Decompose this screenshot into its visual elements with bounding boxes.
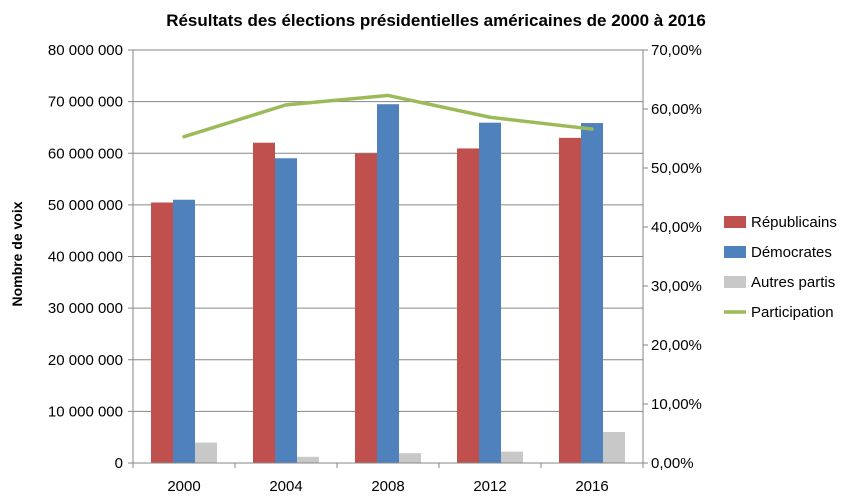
bar-démocrates-2016 <box>581 123 603 463</box>
y2-tick-label: 20,00% <box>651 337 702 354</box>
legend-swatch <box>724 216 746 228</box>
x-tick-label: 2012 <box>473 478 506 495</box>
bar-autres-partis-2004 <box>297 456 319 463</box>
y-tick-label: 40 000 000 <box>48 249 123 266</box>
line-layer <box>182 93 594 139</box>
x-tick-label: 2008 <box>371 478 404 495</box>
y-tick-label: 70 000 000 <box>48 94 123 111</box>
x-tick-label: 2016 <box>575 478 608 495</box>
y2-tick-label: 30,00% <box>651 278 702 295</box>
bar-républicains-2008 <box>355 153 377 463</box>
bar-démocrates-2008 <box>377 104 399 464</box>
bars-layer <box>151 104 625 464</box>
legend-label: Démocrates <box>751 244 832 261</box>
bar-autres-partis-2008 <box>399 453 421 463</box>
axes-layer <box>128 49 648 468</box>
bar-autres-partis-2012 <box>501 451 523 463</box>
y-tick-label: 80 000 000 <box>48 42 123 59</box>
y2-tick-label: 0,00% <box>651 455 694 472</box>
bar-autres-partis-2016 <box>603 432 625 463</box>
y-tick-label: 10 000 000 <box>48 403 123 420</box>
y2-tick-label: 40,00% <box>651 219 702 236</box>
line-participation <box>182 93 594 139</box>
bar-démocrates-2004 <box>275 158 297 463</box>
y-tick-label: 0 <box>115 455 123 472</box>
x-tick-label: 2000 <box>167 478 200 495</box>
bar-républicains-2016 <box>559 137 581 463</box>
x-tick-label: 2004 <box>269 478 302 495</box>
bar-républicains-2004 <box>253 142 275 463</box>
y-axis-label: Nombre de voix <box>9 201 25 306</box>
legend-swatch <box>724 276 746 288</box>
legend-label: Républicains <box>751 214 837 231</box>
y-tick-label: 60 000 000 <box>48 145 123 162</box>
y2-tick-label: 60,00% <box>651 101 702 118</box>
chart-title: Résultats des élections présidentielles … <box>166 11 706 30</box>
y-tick-label: 20 000 000 <box>48 352 123 369</box>
legend-label: Participation <box>751 304 834 321</box>
y2-tick-label: 10,00% <box>651 396 702 413</box>
y2-tick-label: 50,00% <box>651 160 702 177</box>
bar-républicains-2000 <box>151 202 173 463</box>
bar-autres-partis-2000 <box>195 442 217 463</box>
y2-tick-label: 70,00% <box>651 42 702 59</box>
bar-démocrates-2012 <box>479 122 501 464</box>
y-tick-label: 50 000 000 <box>48 197 123 214</box>
legend-label: Autres partis <box>751 274 835 291</box>
bar-républicains-2012 <box>457 148 479 464</box>
y-tick-label: 30 000 000 <box>48 300 123 317</box>
bar-démocrates-2000 <box>173 199 195 463</box>
legend: Républicains Démocrates Autres partis Parti… <box>724 214 837 321</box>
ticks-layer: 0 10 000 000 20 000 000 30 000 000 40 000 00… <box>48 42 702 495</box>
legend-swatch <box>724 246 746 258</box>
